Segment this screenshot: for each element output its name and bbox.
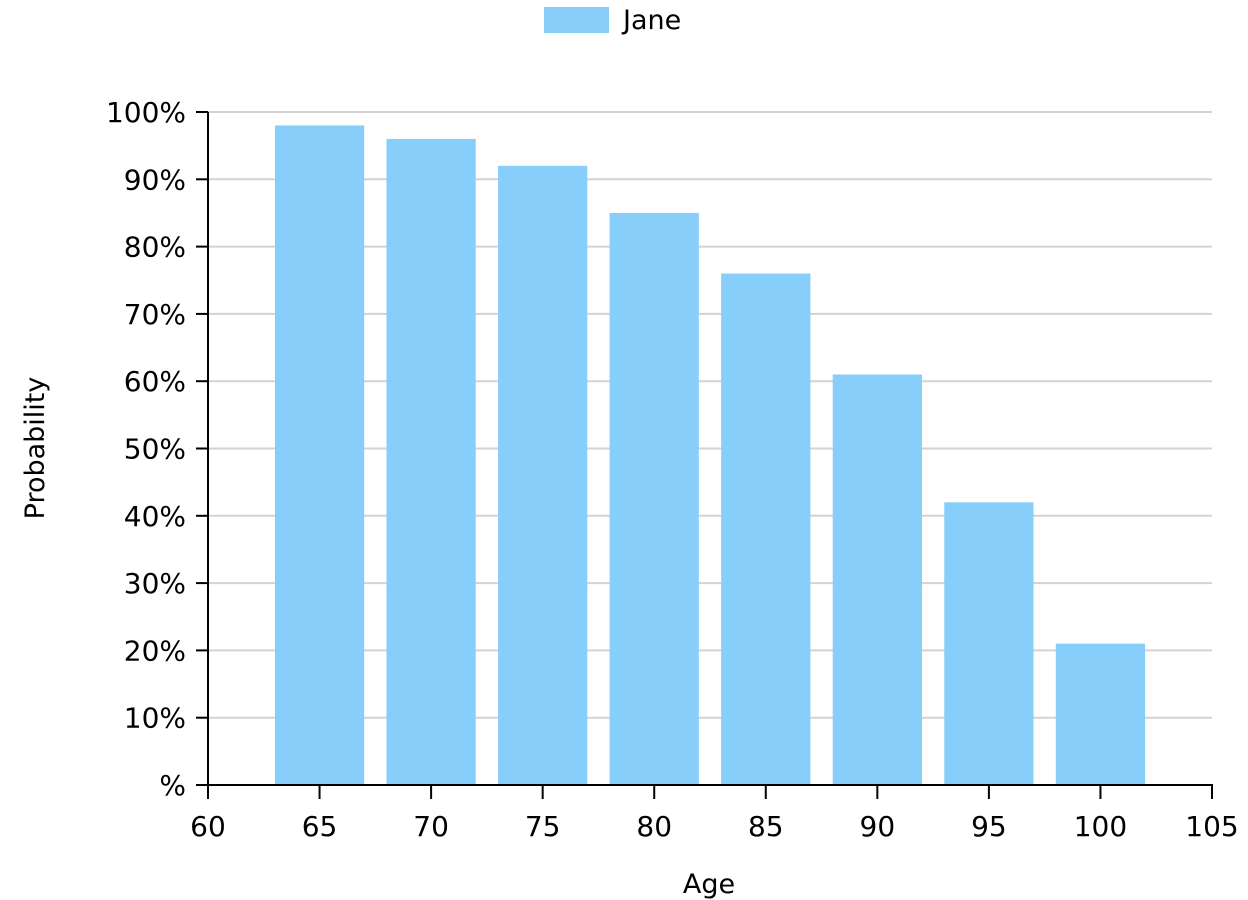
bar [721, 273, 811, 785]
x-tick-label: 75 [525, 810, 561, 843]
x-tick-label: 90 [860, 810, 896, 843]
y-tick-label: 60% [124, 365, 186, 398]
bars [274, 125, 1146, 786]
y-tick-label: 30% [124, 567, 186, 600]
y-tick-label: % [159, 769, 186, 802]
y-tick-label: 80% [124, 231, 186, 264]
bar [832, 374, 922, 785]
bar [609, 212, 699, 785]
bar [498, 165, 588, 786]
gridlines [208, 111, 1212, 719]
bar [944, 502, 1034, 785]
x-axis-label: Age [683, 869, 735, 900]
y-tick-label: 20% [124, 634, 186, 667]
y-ticks: % 10% 20% 30% 40% 50% 60% 70% 80% 90% 100% [106, 96, 208, 802]
legend-swatch-jane [544, 7, 609, 33]
bar [1055, 643, 1146, 785]
x-tick-label: 105 [1185, 810, 1238, 843]
legend-label-jane: Jane [623, 4, 682, 36]
x-tick-label: 65 [302, 810, 338, 843]
x-tick-label: 100 [1074, 810, 1127, 843]
y-tick-label: 10% [124, 702, 186, 735]
x-tick-label: 60 [190, 810, 226, 843]
x-tick-label: 95 [971, 810, 1007, 843]
y-tick-label: 70% [124, 298, 186, 331]
legend: Jane [544, 4, 682, 36]
y-tick-label: 40% [124, 500, 186, 533]
y-tick-label: 50% [124, 433, 186, 466]
x-tick-label: 70 [413, 810, 449, 843]
x-tick-label: 85 [748, 810, 784, 843]
x-ticks: 60 65 70 75 80 85 90 95 100 105 [190, 785, 1239, 843]
y-tick-label: 100% [106, 96, 186, 129]
y-tick-label: 90% [124, 163, 186, 196]
x-tick-label: 80 [636, 810, 672, 843]
bar [386, 138, 476, 786]
y-axis-label: Probability [20, 377, 51, 520]
bar [274, 125, 365, 785]
